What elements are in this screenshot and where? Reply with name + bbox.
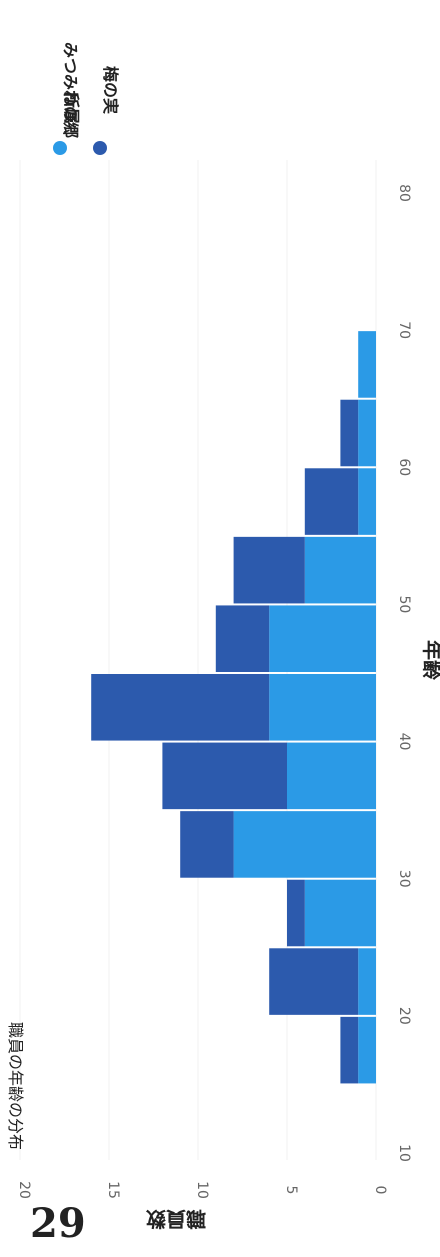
legend-label: 梅の実	[101, 66, 120, 114]
legend-swatch	[53, 141, 67, 155]
y-axis-title: 職員数	[145, 1207, 206, 1231]
bar-mitsumine	[233, 811, 376, 878]
x-tick-label: 30	[396, 870, 412, 888]
x-tick-label: 50	[396, 596, 412, 614]
bar-mitsumine	[358, 331, 376, 398]
legend-swatch	[93, 141, 107, 155]
y-tick-label: 10	[194, 1181, 210, 1199]
bar-mitsumine	[358, 948, 376, 1015]
bar-umenomi	[287, 879, 305, 947]
x-tick-label: 10	[396, 1144, 412, 1162]
y-tick-label: 0	[372, 1186, 388, 1195]
bar-umenomi	[233, 536, 305, 604]
page-heading: 職員の年齢の分布	[6, 1022, 25, 1150]
bar-mitsumine	[287, 742, 376, 810]
x-tick-label: 40	[396, 733, 412, 751]
y-tick-label: 5	[283, 1186, 299, 1195]
x-tick-label: 70	[396, 321, 412, 339]
bar-umenomi	[269, 948, 359, 1015]
bar-umenomi	[162, 742, 287, 810]
bar-mitsumine	[304, 879, 376, 947]
bar-umenomi	[215, 605, 270, 672]
bar-mitsumine	[358, 399, 376, 467]
legend-title: 所属	[62, 92, 81, 124]
bar-umenomi	[340, 1016, 359, 1084]
bar-mitsumine	[269, 605, 376, 672]
x-tick-label: 60	[396, 458, 412, 476]
bar-umenomi	[91, 674, 270, 741]
x-axis-title: 年齢	[420, 640, 440, 681]
bar-umenomi	[340, 399, 359, 467]
bar-umenomi	[304, 468, 359, 535]
x-tick-label: 20	[396, 1007, 412, 1025]
bar-mitsumine	[269, 674, 376, 741]
bar-mitsumine	[358, 468, 376, 535]
y-tick-label: 15	[105, 1181, 121, 1199]
bar-mitsumine	[304, 536, 376, 604]
bar-umenomi	[180, 811, 234, 878]
page-number: 29	[30, 1200, 86, 1247]
x-tick-label: 80	[396, 184, 412, 202]
legend-label: みつみねの郷	[61, 42, 80, 138]
bar-mitsumine	[358, 1016, 376, 1084]
y-tick-label: 20	[16, 1181, 32, 1199]
